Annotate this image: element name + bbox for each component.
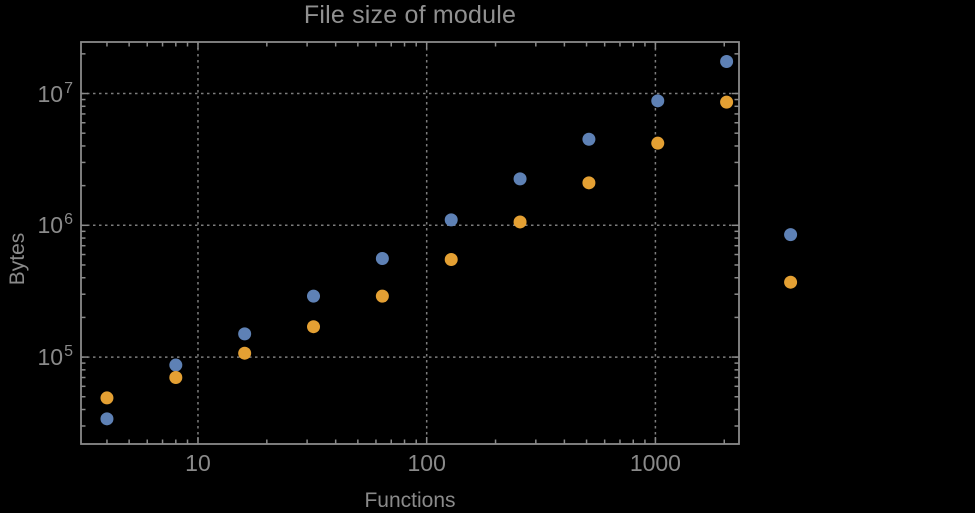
data-point-orange-series (100, 391, 114, 405)
y-tick-label: 106 (37, 211, 74, 239)
data-point-blue-series (307, 289, 321, 303)
data-point-orange-series (238, 346, 252, 360)
y-tick-exponent: 5 (64, 343, 73, 361)
data-point-blue-series (238, 327, 252, 341)
y-tick-label: 105 (37, 343, 74, 371)
data-point-orange-series (444, 253, 458, 267)
y-tick-exponent: 6 (64, 211, 73, 229)
y-tick-exponent: 7 (64, 79, 73, 97)
plot-frame (80, 41, 740, 445)
data-point-blue-series (100, 412, 114, 426)
x-tick-label: 10 (185, 450, 211, 476)
data-point-orange-series (720, 95, 734, 109)
data-point-blue-series (784, 228, 798, 242)
data-point-orange-series (784, 275, 798, 289)
data-point-blue-series (651, 94, 665, 108)
data-point-blue-series (513, 172, 527, 186)
data-point-orange-series (169, 370, 183, 384)
data-point-blue-series (375, 251, 389, 265)
x-axis-label: Functions (364, 489, 456, 512)
data-point-orange-series (513, 215, 527, 229)
data-point-blue-series (582, 132, 596, 146)
data-point-blue-series (169, 358, 183, 372)
x-tick-label: 100 (407, 450, 446, 476)
data-point-blue-series (444, 213, 458, 227)
x-tick-label: 1000 (629, 450, 681, 476)
data-point-blue-series (720, 54, 734, 68)
data-point-orange-series (307, 320, 321, 334)
data-point-orange-series (582, 176, 596, 190)
plot-title: File size of module (303, 1, 517, 29)
data-point-orange-series (651, 136, 665, 150)
y-tick-label: 107 (37, 79, 74, 107)
data-point-orange-series (375, 289, 389, 303)
